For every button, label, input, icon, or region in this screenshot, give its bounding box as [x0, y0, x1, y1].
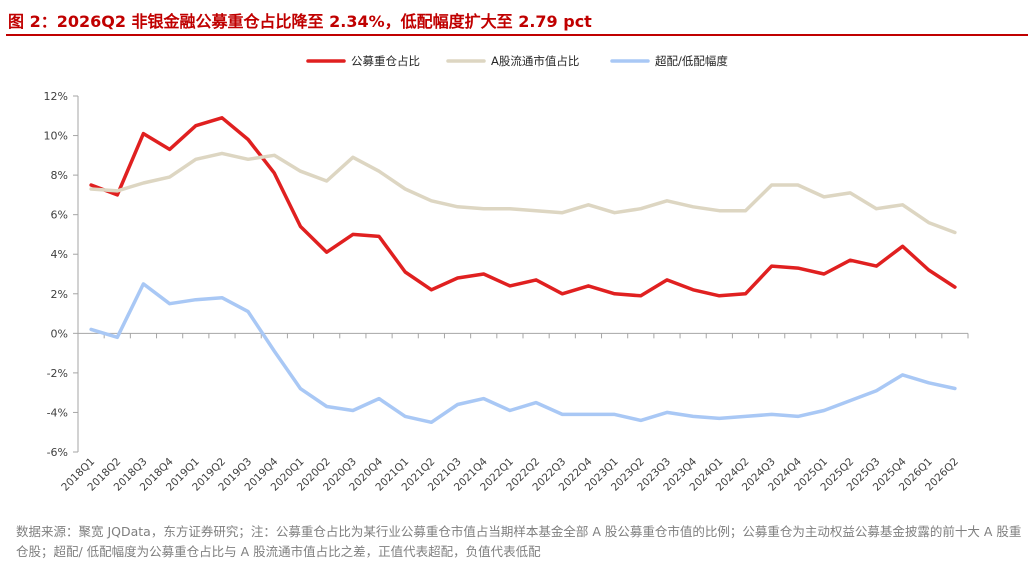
series-line-1 — [89, 151, 957, 235]
y-tick-label: -6% — [47, 446, 68, 459]
source-note: 数据来源：聚宽 JQData，东方证券研究；注：公募重仓占比为某行业公募重仓市值… — [16, 524, 1022, 559]
series-line-2 — [89, 282, 957, 425]
legend: 公募重仓占比 A股流通市值占比 超配/低配幅度 — [306, 54, 728, 68]
series-line-0 — [89, 116, 957, 298]
y-tick-label: 10% — [44, 130, 68, 143]
figure-title: 图 2：2026Q2 非银金融公募重仓占比降至 2.34%，低配幅度扩大至 2.… — [8, 12, 592, 31]
y-tick-label: 12% — [44, 90, 68, 103]
y-tick-label: 0% — [51, 327, 68, 340]
legend-label-2: 超配/低配幅度 — [655, 54, 728, 68]
y-tick-label: 8% — [51, 169, 68, 182]
y-tick-label: 6% — [51, 209, 68, 222]
title-divider — [6, 34, 1028, 36]
y-tick-label: 2% — [51, 288, 68, 301]
y-axis: -6% -4% -2% 0% 2% 4% 6% 8% 10% 12% — [44, 90, 79, 459]
y-tick-label: -4% — [47, 406, 68, 419]
legend-label-1: A股流通市值占比 — [491, 54, 579, 68]
legend-label-0: 公募重仓占比 — [351, 54, 420, 68]
series-lines — [89, 116, 957, 425]
y-tick-label: 4% — [51, 248, 68, 261]
y-tick-label: -2% — [47, 367, 68, 380]
x-axis: 2018Q12018Q22018Q32018Q42019Q12019Q22019… — [59, 332, 969, 494]
line-chart: 公募重仓占比 A股流通市值占比 超配/低配幅度 -6% -4% -2% 0% 2% 4% 6% 8… — [44, 54, 969, 494]
